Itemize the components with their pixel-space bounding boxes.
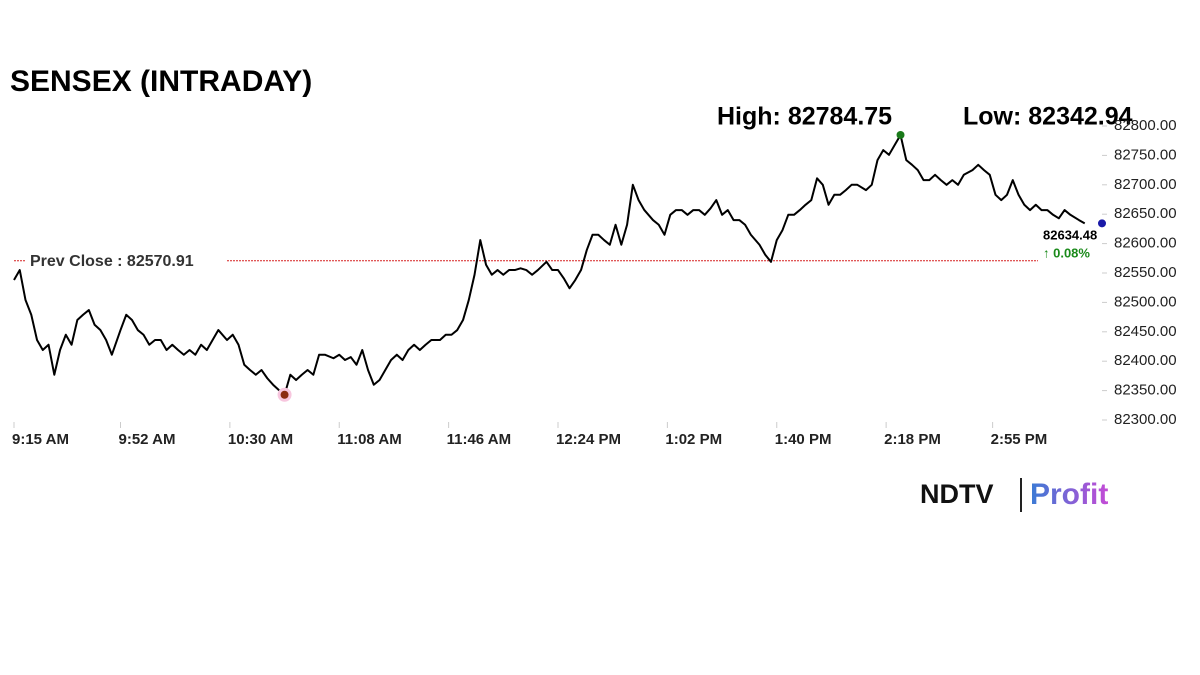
x-tick-label: 11:08 AM (337, 431, 401, 448)
x-tick-label: 1:40 PM (775, 431, 832, 448)
y-tick-label: 82550.00 (1114, 264, 1177, 281)
y-tick-label: 82650.00 (1114, 205, 1177, 222)
y-tick-label: 82700.00 (1114, 176, 1177, 193)
logo-right: Profit (1030, 478, 1108, 511)
change-label: ↑ 0.08% (1043, 245, 1090, 260)
high-label: High: 82784.75 (717, 103, 892, 131)
low-label: Low: 82342.94 (963, 103, 1133, 131)
chart-title: SENSEX (INTRADAY) (10, 65, 312, 98)
x-tick-label: 12:24 PM (556, 431, 621, 448)
last-marker (1098, 219, 1106, 228)
x-tick-label: 10:30 AM (228, 431, 293, 448)
y-tick-label: 82300.00 (1114, 411, 1177, 428)
low-marker (280, 390, 289, 399)
prev-close-label: Prev Close : 82570.91 (30, 253, 194, 270)
last-value-label: 82634.48 (1043, 227, 1097, 242)
y-tick-label: 82350.00 (1114, 382, 1177, 399)
x-tick-label: 11:46 AM (447, 431, 511, 448)
y-tick-label: 82450.00 (1114, 323, 1177, 340)
x-tick-label: 1:02 PM (665, 431, 722, 448)
x-tick-label: 2:55 PM (991, 431, 1048, 448)
logo-left: NDTV (920, 479, 994, 509)
x-tick-label: 9:15 AM (12, 431, 69, 448)
y-tick-label: 82750.00 (1114, 146, 1177, 163)
y-tick-label: 82600.00 (1114, 235, 1177, 252)
high-marker (896, 130, 905, 139)
y-tick-label: 82500.00 (1114, 293, 1177, 310)
x-tick-label: 2:18 PM (884, 431, 941, 448)
x-tick-label: 9:52 AM (118, 431, 175, 448)
y-tick-label: 82400.00 (1114, 352, 1177, 369)
price-line (13, 133, 1086, 396)
y-tick-label: 82800.00 (1114, 117, 1177, 134)
prev-close-label-bg (26, 250, 226, 271)
